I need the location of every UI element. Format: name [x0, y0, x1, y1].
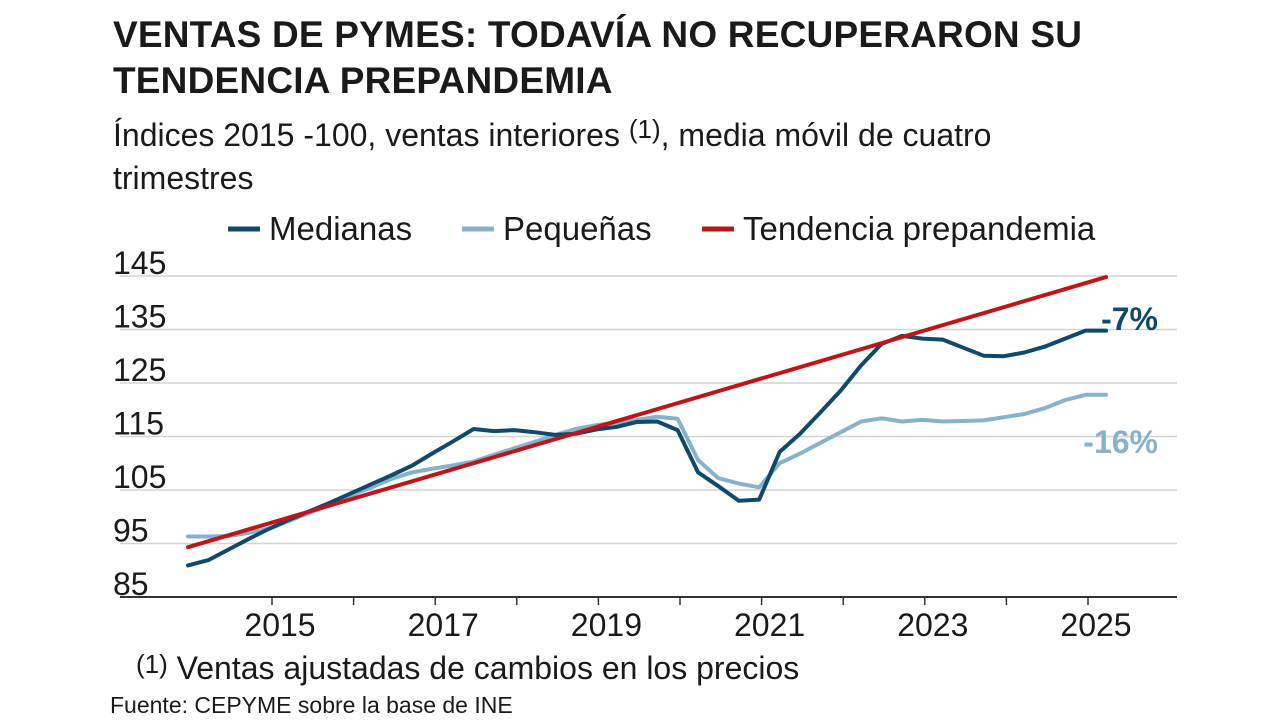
- x-tick-label-2017: 2017: [408, 607, 479, 643]
- series-line-2: [186, 275, 1108, 550]
- y-tick-label-95: 95: [113, 513, 149, 549]
- y-tick-label-135: 135: [113, 299, 166, 335]
- footnote-mark: (1): [136, 649, 168, 679]
- y-tick-label-125: 125: [113, 352, 166, 388]
- subtitle-text-end: , media móvil de cuatro trimestres: [113, 117, 992, 196]
- x-axis: 2015 2017 2019 2021 2023 2025: [244, 597, 1132, 643]
- footnote-text: Ventas ajustadas de cambios en los preci…: [167, 650, 800, 686]
- x-tick-label-2019: 2019: [571, 607, 642, 643]
- x-tick-label-2015: 2015: [244, 607, 315, 643]
- x-tick-label-2023: 2023: [897, 607, 968, 643]
- y-tick-label-85: 85: [113, 566, 149, 602]
- subtitle-text: Índices 2015 -100, ventas interiores: [113, 117, 629, 153]
- x-tick-label-2021: 2021: [734, 607, 805, 643]
- y-axis-tick-labels: 85 95 105 115 125 135 145: [113, 245, 166, 602]
- end-labels: -16% -7%: [1083, 301, 1158, 460]
- y-tick-label-115: 115: [113, 406, 164, 442]
- subtitle-note-mark: (1): [628, 114, 661, 144]
- legend-label-2: Tendencia prepandemia: [743, 210, 1096, 247]
- legend-label-1: Pequeñas: [503, 210, 652, 247]
- series-lines: [186, 275, 1108, 568]
- y-tick-label-105: 105: [113, 459, 166, 495]
- legend: Medianas Pequeñas Tendencia prepandemia: [228, 210, 1096, 247]
- chart-subtitle: Índices 2015 -100, ventas interiores (1)…: [113, 108, 1113, 200]
- series-line-1: [186, 392, 1108, 539]
- chart-title: VENTAS DE PYMES: TODAVÍA NO RECUPERARON …: [113, 14, 1083, 101]
- footnote: (1) Ventas ajustadas de cambios en los p…: [136, 644, 799, 688]
- y-tick-label-145: 145: [113, 245, 166, 281]
- series-line-0: [186, 328, 1108, 568]
- x-tick-label-2025: 2025: [1060, 607, 1131, 643]
- end-label-0: -7%: [1101, 301, 1158, 337]
- end-label-1: -16%: [1083, 424, 1158, 460]
- legend-label-0: Medianas: [269, 210, 412, 247]
- grid-lines: [120, 275, 1177, 598]
- source-note: Fuente: CEPYME sobre la base de INE: [110, 692, 513, 718]
